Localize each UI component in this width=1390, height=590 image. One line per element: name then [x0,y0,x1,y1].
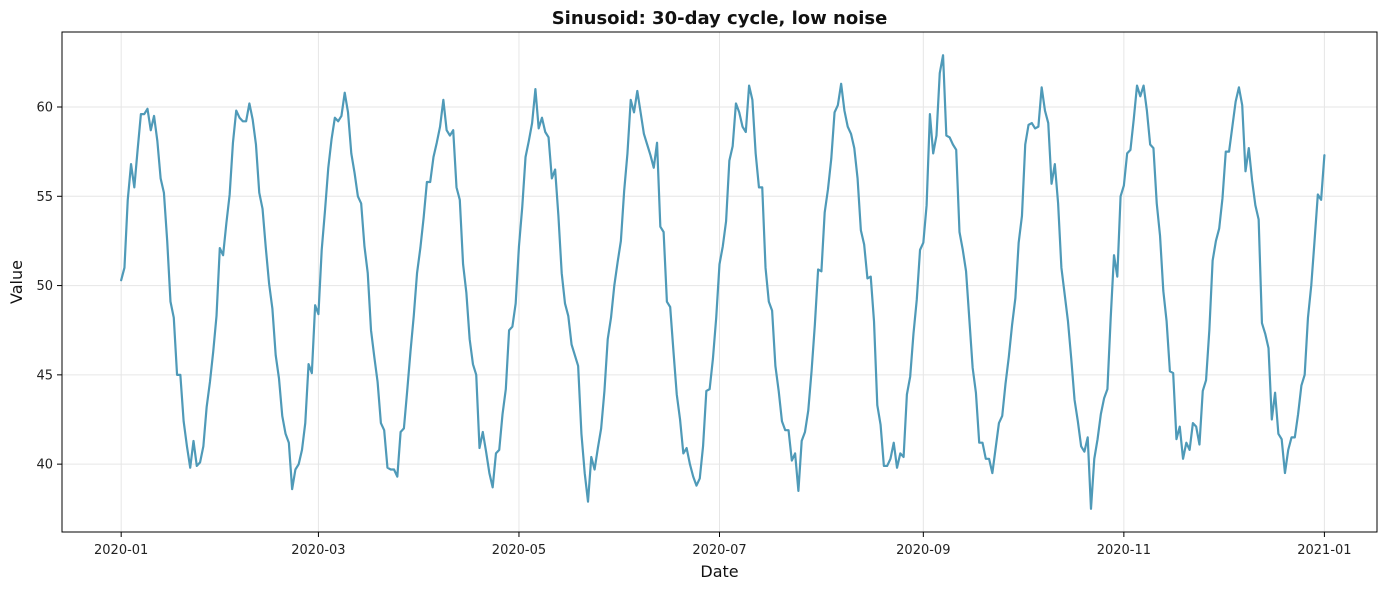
y-tick-label: 60 [36,101,53,116]
y-tick-label: 50 [36,279,53,294]
y-tick-label: 55 [36,190,53,205]
x-tick-label: 2020-07 [692,543,746,558]
x-tick-label: 2020-11 [1097,543,1151,558]
x-tick-label: 2020-09 [896,543,950,558]
y-tick-label: 40 [36,458,53,473]
x-tick-label: 2020-01 [94,543,148,558]
x-axis-label: Date [700,562,738,581]
series-layer [120,54,1326,510]
axis-ticks: 2020-01 2020-03 2020-05 2020-07 2020-09 2020-… [36,101,1351,559]
x-tick-label: 2020-03 [291,543,345,558]
y-axis-label: Value [7,260,26,304]
x-tick-label: 2020-05 [492,543,546,558]
x-tick-label: 2021-01 [1297,543,1351,558]
series-line-0 [120,54,1326,510]
y-tick-label: 45 [36,368,53,383]
chart-title: Sinusoid: 30-day cycle, low noise [552,8,888,29]
grid-lines [62,32,1377,532]
